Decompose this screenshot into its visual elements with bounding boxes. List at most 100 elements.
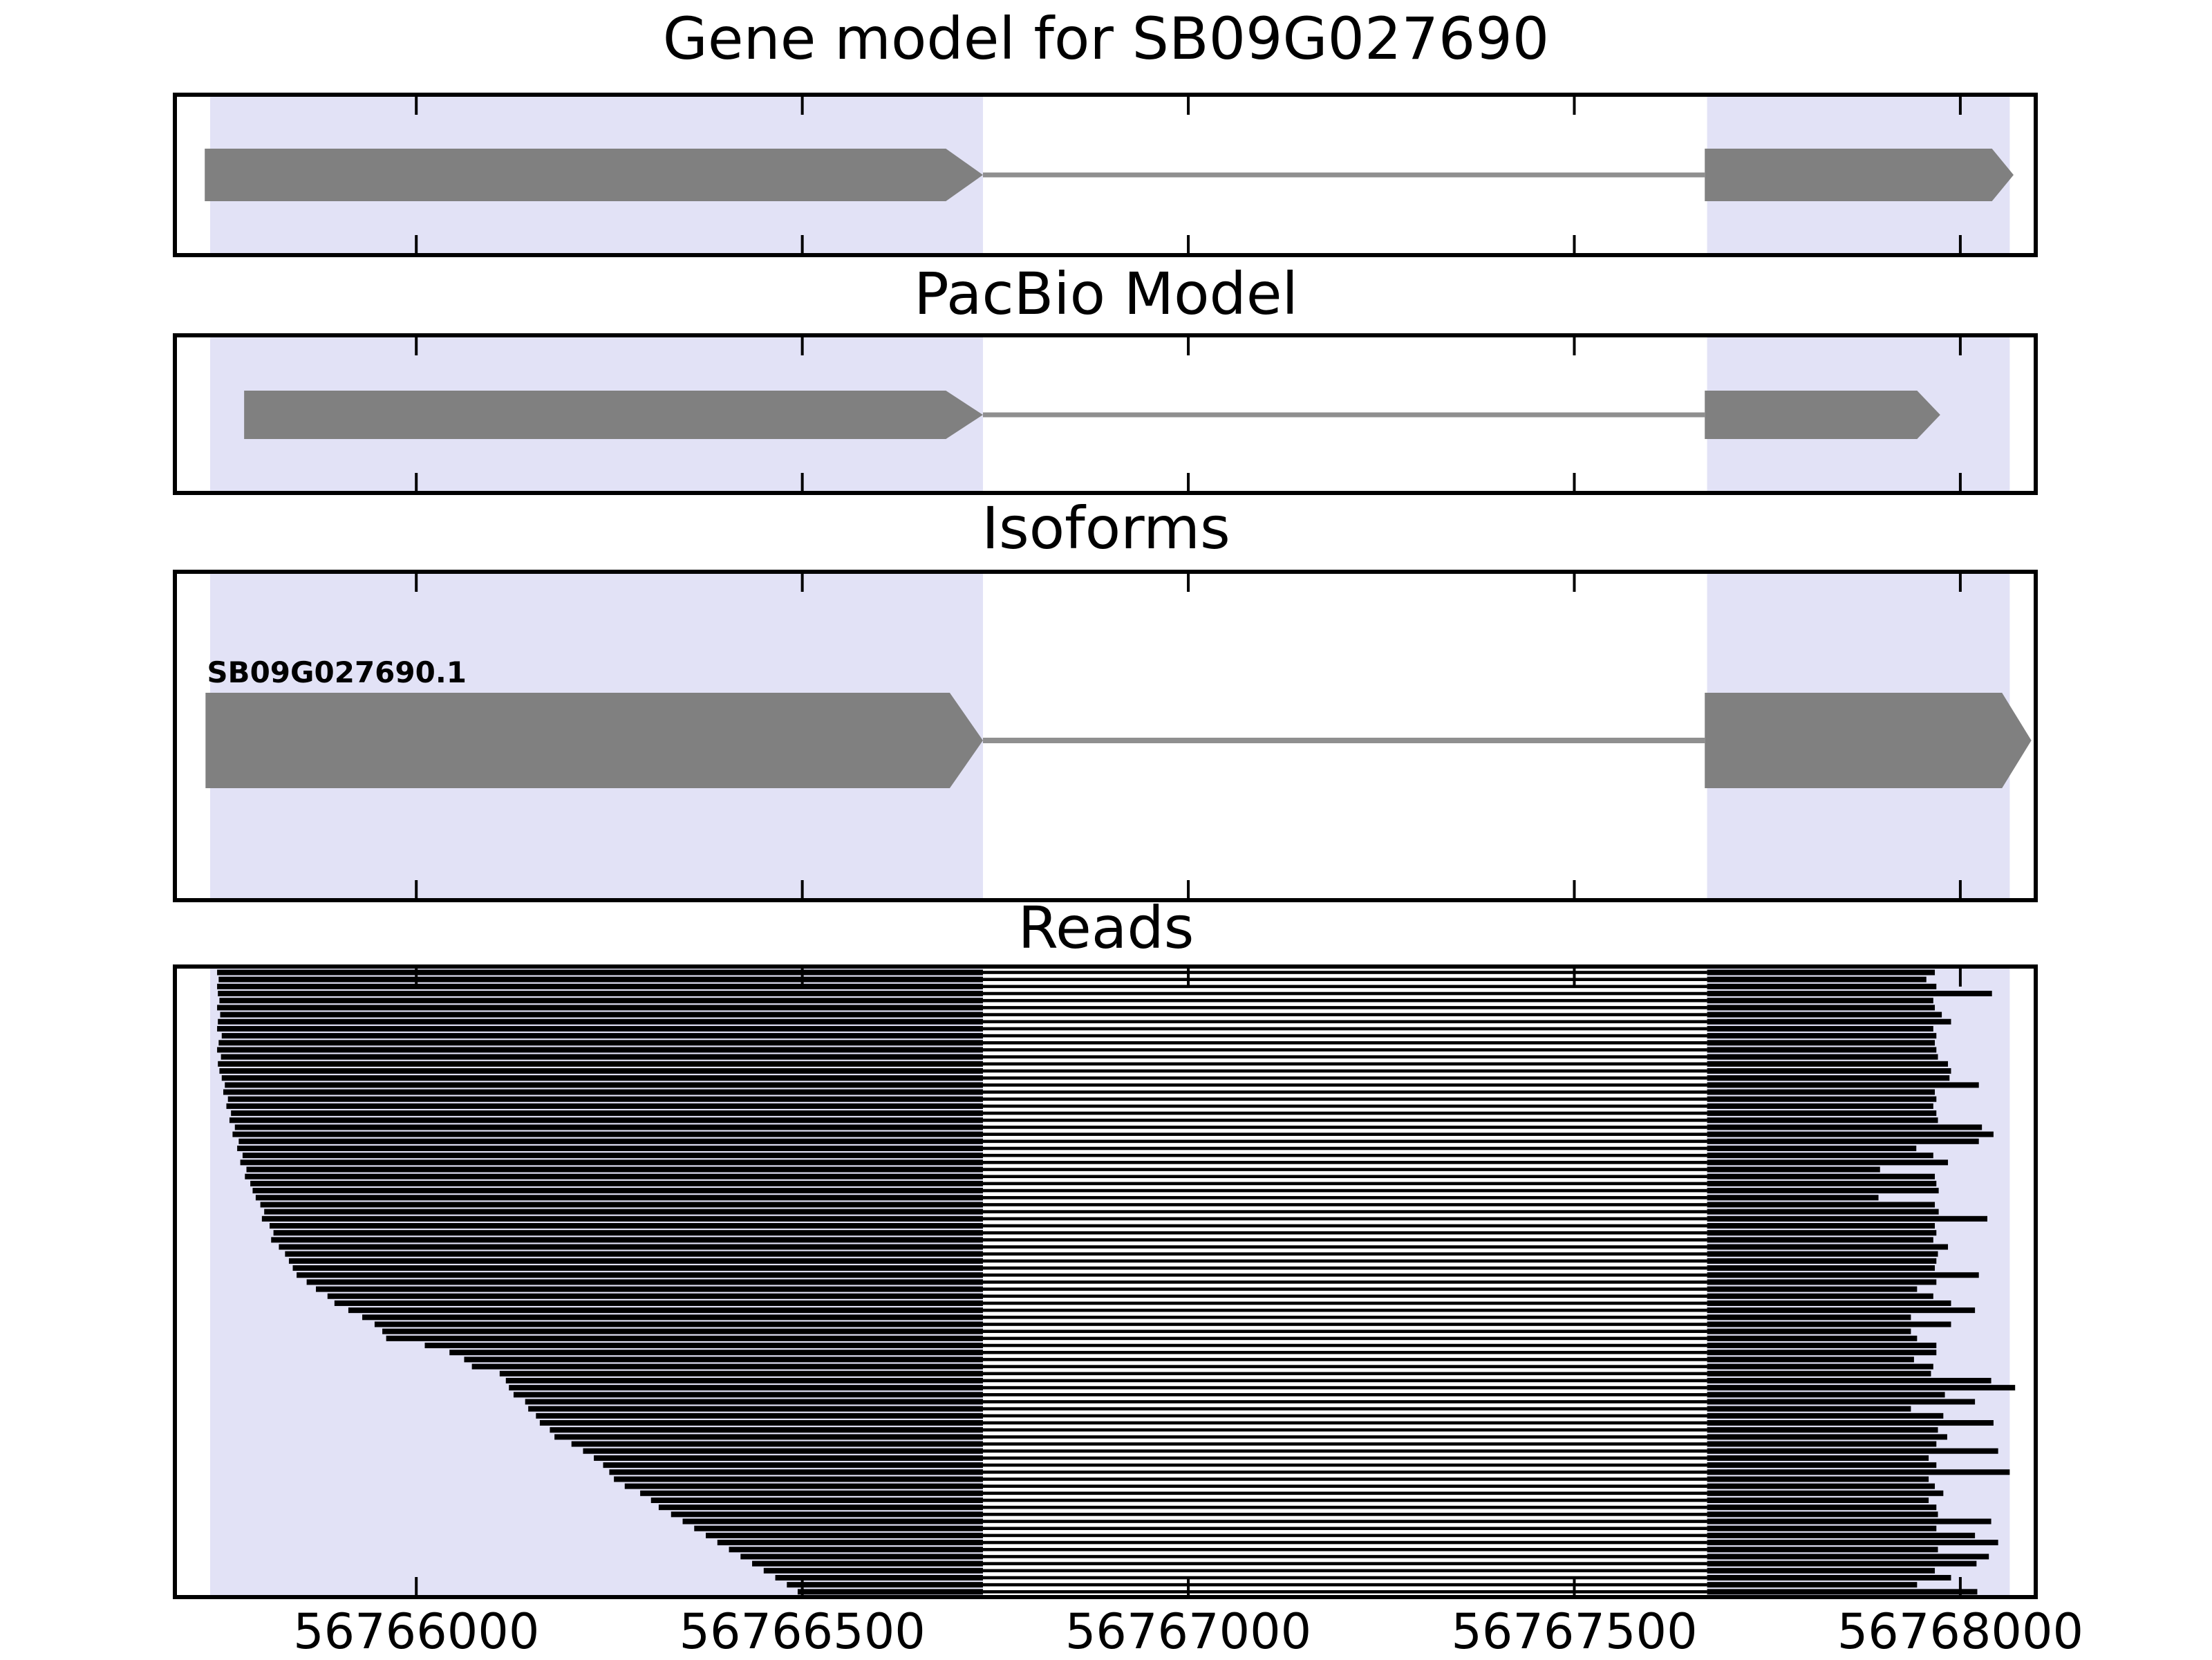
read-intron-line bbox=[982, 1062, 1707, 1066]
read-intron-line bbox=[982, 1527, 1707, 1531]
read-intron-line bbox=[982, 1477, 1707, 1481]
read-exon1-bar bbox=[218, 1040, 983, 1046]
exon-arrow bbox=[1705, 149, 2014, 201]
read-row bbox=[270, 1222, 1936, 1229]
axis-tick bbox=[800, 969, 804, 987]
read-exon1-bar bbox=[217, 1047, 983, 1053]
read-exon1-bar bbox=[571, 1441, 983, 1447]
read-exon2-bar bbox=[1707, 1547, 1938, 1553]
read-exon2-bar bbox=[1707, 1195, 1879, 1201]
read-row bbox=[752, 1560, 1977, 1567]
read-exon1-bar bbox=[219, 998, 983, 1004]
read-intron-line bbox=[982, 1182, 1707, 1186]
read-intron-line bbox=[982, 1287, 1707, 1291]
read-exon2-bar bbox=[1707, 1040, 1936, 1046]
axis-tick bbox=[415, 337, 418, 355]
read-exon1-bar bbox=[223, 1089, 983, 1095]
read-exon1-bar bbox=[250, 1180, 983, 1186]
read-exon2-bar bbox=[1707, 1377, 1991, 1383]
read-exon1-bar bbox=[682, 1518, 983, 1524]
read-exon2-bar bbox=[1707, 1279, 1937, 1285]
read-intron-line bbox=[982, 1421, 1707, 1425]
read-row bbox=[218, 1040, 1936, 1046]
read-intron-line bbox=[982, 1280, 1707, 1284]
read-intron-line bbox=[982, 1175, 1707, 1179]
read-exon2-bar bbox=[1707, 1293, 1933, 1299]
read-row bbox=[594, 1455, 1929, 1461]
read-row bbox=[554, 1434, 1947, 1440]
read-intron-line bbox=[982, 1576, 1707, 1580]
read-exon1-bar bbox=[246, 1166, 983, 1173]
read-exon2-bar bbox=[1707, 1286, 1918, 1292]
read-exon2-bar bbox=[1707, 1399, 1976, 1405]
read-row bbox=[525, 1399, 1976, 1405]
read-exon1-bar bbox=[234, 1124, 983, 1130]
read-intron-line bbox=[982, 1386, 1707, 1390]
read-intron-line bbox=[982, 985, 1707, 989]
read-exon2-bar bbox=[1707, 1025, 1933, 1032]
axis-tick bbox=[800, 880, 804, 898]
axis-tick bbox=[1958, 574, 1962, 592]
gene-model-panel bbox=[173, 93, 2038, 257]
axis-tick bbox=[1187, 97, 1190, 115]
read-row bbox=[536, 1412, 1944, 1419]
read-exon2-bar bbox=[1707, 1420, 1994, 1426]
read-row bbox=[219, 1068, 1951, 1074]
read-intron-line bbox=[982, 1168, 1707, 1171]
read-intron-line bbox=[982, 1372, 1707, 1376]
read-row bbox=[334, 1300, 1951, 1306]
read-intron-line bbox=[982, 1217, 1707, 1221]
read-exon2-bar bbox=[1707, 1054, 1938, 1060]
read-row bbox=[717, 1540, 1998, 1546]
axis-tick bbox=[415, 1577, 418, 1595]
read-exon2-bar bbox=[1707, 1103, 1933, 1109]
isoforms-title: Isoforms bbox=[982, 494, 1230, 562]
read-row bbox=[217, 1047, 1937, 1053]
read-intron-line bbox=[982, 1238, 1707, 1242]
axis-tick bbox=[800, 337, 804, 355]
read-exon2-bar bbox=[1707, 1582, 1918, 1588]
read-exon1-bar bbox=[217, 983, 983, 989]
read-intron-line bbox=[982, 1323, 1707, 1326]
read-exon2-bar bbox=[1707, 1230, 1937, 1236]
read-row bbox=[223, 1089, 1936, 1095]
read-intron-line bbox=[982, 1034, 1707, 1038]
read-exon2-bar bbox=[1707, 983, 1937, 989]
read-row bbox=[471, 1363, 1933, 1370]
read-exon2-bar bbox=[1707, 1138, 1979, 1144]
read-exon1-bar bbox=[261, 1215, 983, 1222]
read-intron-line bbox=[982, 971, 1707, 974]
read-exon2-bar bbox=[1707, 1554, 1989, 1560]
read-exon2-bar bbox=[1707, 1335, 1918, 1341]
axis-tick bbox=[415, 235, 418, 253]
read-exon1-bar bbox=[225, 1082, 983, 1088]
read-exon2-bar bbox=[1707, 1441, 1937, 1447]
read-row bbox=[362, 1314, 1911, 1321]
read-intron-line bbox=[982, 1456, 1707, 1460]
read-exon1-bar bbox=[740, 1554, 983, 1560]
read-exon1-bar bbox=[706, 1532, 983, 1538]
axis-tick bbox=[1958, 473, 1962, 491]
read-row bbox=[316, 1286, 1918, 1292]
read-exon1-bar bbox=[226, 1103, 983, 1109]
read-exon2-bar bbox=[1707, 1370, 1931, 1377]
read-exon1-bar bbox=[297, 1272, 983, 1278]
read-row bbox=[650, 1498, 1929, 1503]
read-exon1-bar bbox=[217, 1005, 983, 1011]
read-exon2-bar bbox=[1707, 1047, 1937, 1053]
axis-tick bbox=[1573, 574, 1576, 592]
read-row bbox=[231, 1110, 1937, 1117]
read-intron-line bbox=[982, 1350, 1707, 1354]
read-row bbox=[603, 1462, 1937, 1468]
axis-tick bbox=[800, 235, 804, 253]
read-intron-line bbox=[982, 1358, 1707, 1361]
read-exon1-bar bbox=[221, 1033, 983, 1039]
read-intron-line bbox=[982, 1266, 1707, 1270]
read-exon2-bar bbox=[1707, 1131, 1994, 1137]
read-row bbox=[449, 1350, 1937, 1356]
read-exon1-bar bbox=[264, 1209, 983, 1215]
read-row bbox=[219, 998, 1933, 1004]
read-intron-line bbox=[982, 1520, 1707, 1523]
read-row bbox=[528, 1406, 1911, 1412]
axis-tick bbox=[1573, 880, 1576, 898]
